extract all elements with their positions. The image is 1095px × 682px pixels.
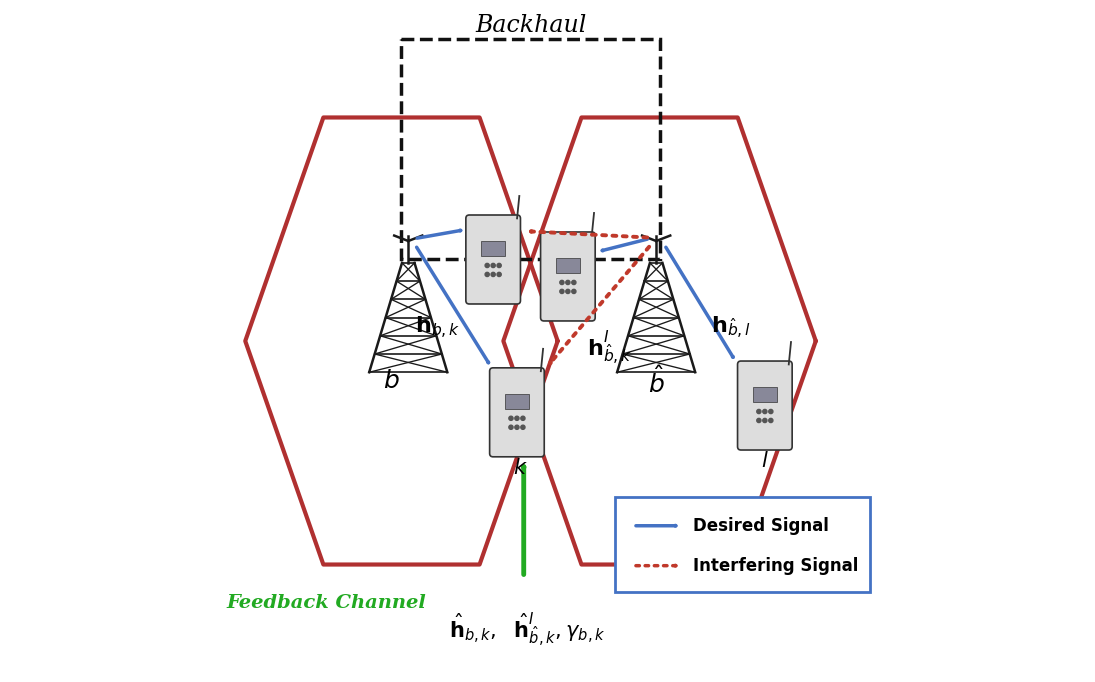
- Bar: [556, 258, 580, 273]
- Circle shape: [757, 418, 761, 423]
- Text: Interfering Signal: Interfering Signal: [693, 557, 858, 575]
- FancyBboxPatch shape: [465, 215, 520, 304]
- Circle shape: [515, 416, 519, 420]
- FancyBboxPatch shape: [615, 497, 871, 592]
- Circle shape: [560, 289, 564, 293]
- Text: $\mathbf{h}_{\hat{b},l}$: $\mathbf{h}_{\hat{b},l}$: [711, 314, 751, 340]
- Circle shape: [763, 418, 766, 423]
- Bar: [505, 394, 529, 409]
- Circle shape: [560, 280, 564, 284]
- Bar: [481, 241, 505, 256]
- FancyArrowPatch shape: [636, 565, 676, 566]
- Text: Backhaul: Backhaul: [475, 14, 586, 37]
- FancyBboxPatch shape: [738, 361, 792, 450]
- Circle shape: [763, 409, 766, 413]
- Circle shape: [491, 263, 495, 267]
- Text: $\hat{b}$: $\hat{b}$: [648, 366, 665, 398]
- Text: $b$: $b$: [383, 370, 400, 394]
- Circle shape: [497, 263, 502, 267]
- Circle shape: [769, 409, 773, 413]
- Circle shape: [572, 289, 576, 293]
- Circle shape: [497, 272, 502, 276]
- Text: $\mathbf{h}_{b,k}$: $\mathbf{h}_{b,k}$: [415, 314, 460, 340]
- Circle shape: [509, 425, 514, 430]
- FancyArrowPatch shape: [531, 231, 647, 237]
- FancyArrowPatch shape: [636, 525, 676, 526]
- Circle shape: [769, 418, 773, 423]
- Text: $k$: $k$: [512, 458, 528, 478]
- Circle shape: [572, 280, 576, 284]
- Circle shape: [566, 289, 570, 293]
- Circle shape: [566, 280, 570, 284]
- FancyBboxPatch shape: [489, 368, 544, 457]
- FancyArrowPatch shape: [417, 231, 461, 238]
- Circle shape: [757, 409, 761, 413]
- Text: $l$: $l$: [761, 451, 769, 471]
- Text: $\mathbf{h}^{I}_{\hat{b},k}$: $\mathbf{h}^{I}_{\hat{b},k}$: [587, 328, 632, 367]
- FancyArrowPatch shape: [602, 239, 647, 251]
- Circle shape: [509, 416, 514, 420]
- Text: $\hat{\mathbf{h}}_{b,k},$  $\hat{\mathbf{h}}^{I}_{\hat{b},k}, \gamma_{b,k}$: $\hat{\mathbf{h}}_{b,k},$ $\hat{\mathbf{…: [449, 610, 606, 649]
- Text: Feedback Channel: Feedback Channel: [227, 593, 427, 612]
- FancyArrowPatch shape: [416, 248, 488, 363]
- Text: Desired Signal: Desired Signal: [693, 517, 829, 535]
- Circle shape: [521, 425, 525, 430]
- Bar: [753, 387, 776, 402]
- Circle shape: [515, 425, 519, 430]
- Circle shape: [485, 272, 489, 276]
- FancyArrowPatch shape: [550, 247, 649, 364]
- Circle shape: [485, 263, 489, 267]
- Circle shape: [521, 416, 525, 420]
- FancyBboxPatch shape: [541, 232, 596, 321]
- FancyArrowPatch shape: [666, 248, 733, 357]
- Circle shape: [491, 272, 495, 276]
